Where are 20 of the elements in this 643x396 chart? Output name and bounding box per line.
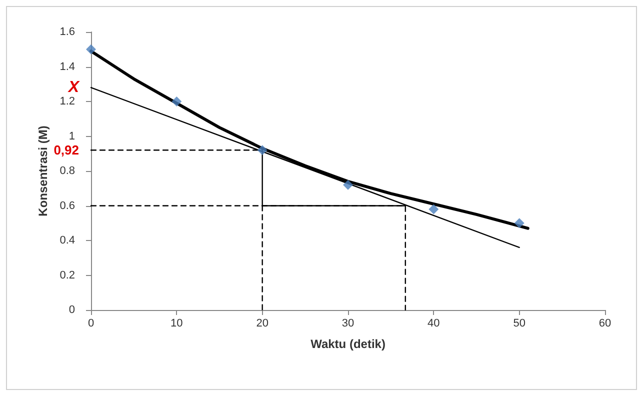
annotation: 0,92 (54, 142, 79, 158)
y-tick-label: 1.6 (60, 26, 75, 38)
x-tick-label: 20 (256, 318, 268, 330)
x-tick-label: 60 (598, 318, 612, 330)
x-tick-label: 10 (170, 318, 183, 330)
y-tick-label: 0.4 (60, 234, 75, 246)
y-tick-label: 0.2 (60, 269, 75, 282)
annotation: X (67, 79, 80, 96)
y-tick-label: 0 (68, 304, 75, 316)
y-tick-label: 1.2 (60, 96, 75, 108)
y-tick-label: 1 (68, 130, 75, 142)
x-tick-label: 40 (428, 318, 440, 330)
y-tick-label: 1.4 (60, 60, 75, 73)
y-axis-title: Konsentrasi (M) (36, 126, 50, 216)
x-tick-label: 0 (88, 318, 94, 330)
y-tick-label: 0.6 (60, 200, 75, 212)
x-axis-title: Waktu (detik) (310, 337, 386, 351)
y-tick-label: 0.8 (60, 165, 75, 177)
x-tick-label: 50 (513, 318, 526, 330)
x-tick-label: 30 (342, 318, 354, 330)
